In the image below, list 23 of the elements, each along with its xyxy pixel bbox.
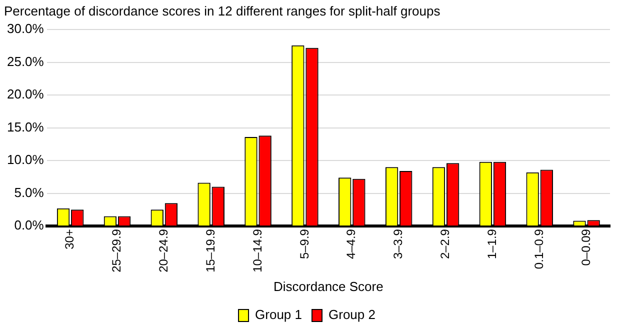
x-tick-label: 0–0.09 xyxy=(578,228,593,266)
y-tick-label: 5.0% xyxy=(14,184,44,200)
x-tick-label: 20–24.9 xyxy=(156,228,170,272)
x-tick-label: 1–1.9 xyxy=(484,228,499,260)
y-tick-label: 25.0% xyxy=(6,54,44,69)
y-tick-label: 10.0% xyxy=(6,152,44,168)
chart-title: Percentage of discordance scores in 12 different ranges for split-half groups xyxy=(4,3,441,18)
x-axis-title: Discordance Score xyxy=(274,278,384,294)
legend-label: Group 2 xyxy=(328,307,376,322)
x-tick-label: 4–4.9 xyxy=(344,228,358,260)
x-tick-label: 25–29.9 xyxy=(110,228,124,272)
x-tick-label: 0.1–0.9 xyxy=(532,228,546,270)
x-tick-label: 30+ xyxy=(62,229,77,250)
x-tick-label: 3–3.9 xyxy=(391,228,406,260)
x-tick-label: 15–19.9 xyxy=(203,228,218,272)
y-tick-label: 30.0% xyxy=(6,21,44,36)
y-tick-label: 20.0% xyxy=(6,86,44,102)
y-tick-label: 0.0% xyxy=(14,218,44,233)
legend-label: Group 1 xyxy=(255,307,302,322)
x-tick-label: 2–2.9 xyxy=(438,228,452,260)
x-tick-label: 5–9.9 xyxy=(297,228,312,260)
x-tick-label: 10–14.9 xyxy=(250,228,264,272)
y-tick-label: 15.0% xyxy=(6,119,44,134)
